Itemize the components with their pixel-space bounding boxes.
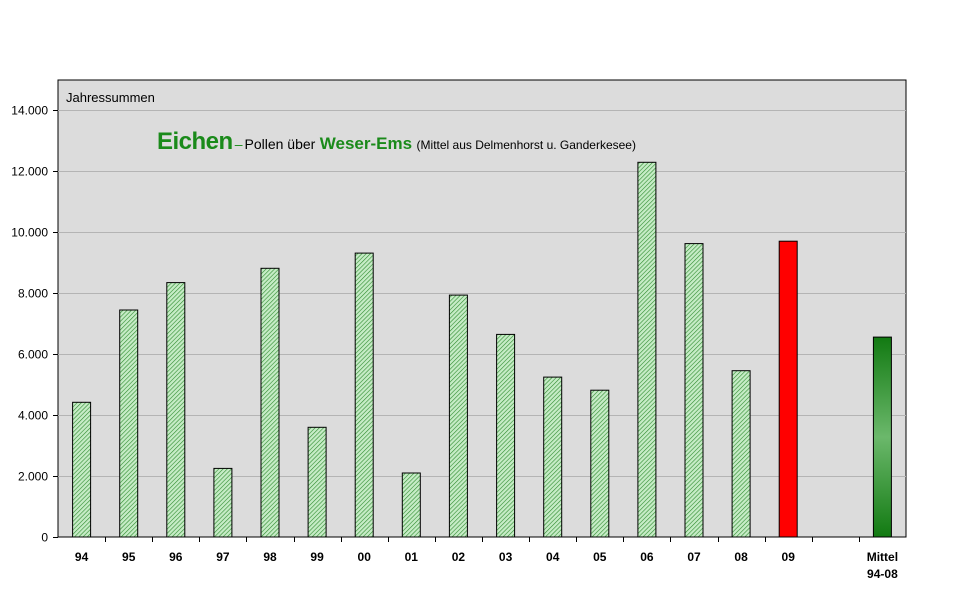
title-eichen: Eichen	[157, 128, 233, 155]
chart-title: Eichen – Pollen über Weser-Ems (Mittel aus…	[157, 128, 636, 156]
x-tick-label: 95	[122, 550, 136, 564]
gridlines	[58, 110, 906, 477]
x-tick-label: 01	[405, 550, 419, 564]
bar-04	[543, 376, 563, 538]
y-tick-label: 8.000	[18, 287, 48, 301]
x-tick-label: 94	[75, 550, 89, 564]
x-tick-label: 06	[640, 550, 654, 564]
title-dash: –	[234, 136, 243, 152]
chart-subtitle: Jahressummen	[66, 90, 155, 105]
x-tick-label: 08	[734, 550, 748, 564]
x-tick-label: 02	[452, 550, 466, 564]
x-tick-label: 96	[169, 550, 183, 564]
y-tick-label: 6.000	[18, 348, 48, 362]
bar-06	[637, 161, 657, 538]
bar-08	[731, 370, 751, 538]
y-tick-label: 12.000	[11, 165, 48, 179]
title-note: (Mittel aus Delmenhorst u. Ganderkesee)	[416, 138, 636, 152]
x-axis: 94 95 96 97 98 99 00 01 02 03 04 05 06 07 08 09 Mittel 94…	[75, 537, 898, 581]
y-tick-label: 4.000	[18, 409, 48, 423]
bar-05	[590, 389, 610, 538]
title-region: Weser-Ems	[319, 134, 413, 153]
bar-98	[260, 267, 280, 538]
y-tick-label: 0	[41, 531, 48, 545]
plot-area	[57, 79, 907, 538]
x-tick-label: 98	[263, 550, 277, 564]
title-pollen: Pollen über	[244, 136, 316, 152]
x-tick-label: 07	[687, 550, 701, 564]
y-tick-label: 14.000	[11, 104, 48, 118]
bar-07	[684, 243, 704, 538]
bar-00	[354, 252, 374, 538]
y-tick-label: 2.000	[18, 470, 48, 484]
x-tick-label: Mittel	[867, 550, 898, 564]
bar-99	[307, 426, 327, 538]
y-tick-label: 10.000	[11, 226, 48, 240]
x-tick-label: 97	[216, 550, 230, 564]
bar-03	[496, 333, 516, 538]
x-tick-sublabel: 94-08	[867, 567, 898, 581]
bar-Mittel	[872, 336, 892, 538]
bar-95	[119, 309, 139, 538]
x-tick-label: 05	[593, 550, 607, 564]
bar-96	[166, 282, 186, 538]
x-tick-label: 09	[782, 550, 796, 564]
y-axis: 0 2.000 4.000 6.000 8.000 10.000 12.000 14.000	[11, 104, 58, 545]
bar-01	[401, 472, 421, 538]
bar-94	[72, 401, 92, 538]
x-tick-label: 00	[358, 550, 372, 564]
bar-02	[448, 294, 468, 538]
bars	[72, 161, 892, 538]
bar-09	[778, 240, 798, 538]
x-tick-label: 03	[499, 550, 513, 564]
x-tick-label: 04	[546, 550, 560, 564]
x-tick-label: 99	[310, 550, 324, 564]
bar-97	[213, 467, 233, 538]
